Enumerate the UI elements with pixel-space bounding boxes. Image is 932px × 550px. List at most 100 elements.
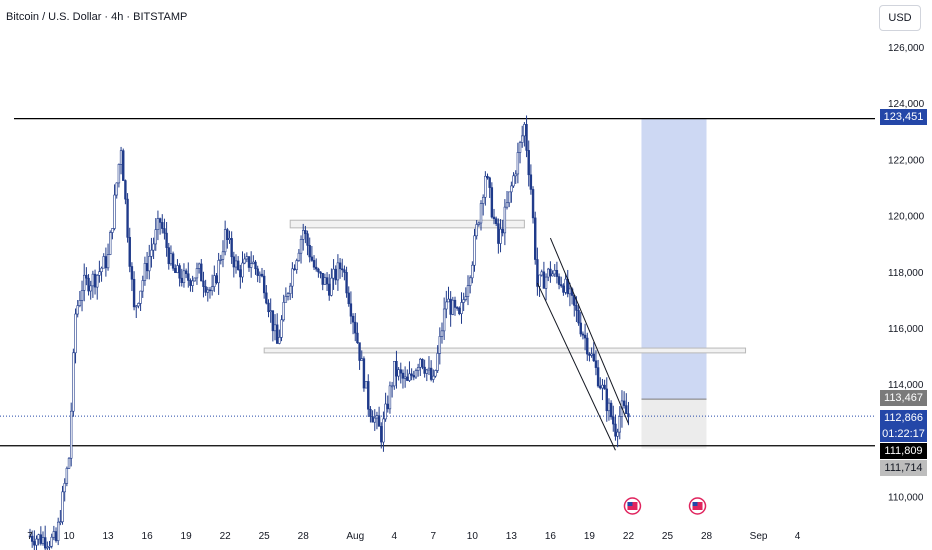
candle-body-70 (180, 277, 183, 283)
x-tick-label: Sep (750, 531, 768, 542)
candle-body-168 (393, 360, 396, 387)
candle-body-167 (390, 385, 394, 388)
candle-body-79 (200, 263, 203, 282)
candle-body-189 (438, 336, 442, 354)
candle-body-212 (488, 177, 491, 188)
candle-body-214 (492, 216, 496, 220)
candle-body-162 (380, 426, 383, 443)
candle-body-134 (319, 271, 322, 274)
y-tick-label: 118,000 (888, 268, 924, 279)
candle-body-227 (521, 135, 524, 143)
currency-button[interactable]: USD (879, 5, 921, 31)
candle-body-83 (208, 289, 212, 292)
candle-body-157 (369, 408, 372, 417)
candle-body-102 (249, 263, 253, 268)
candle-body-113 (273, 324, 277, 332)
y-tick-label: 110,000 (888, 493, 924, 504)
candle-body-143 (338, 262, 342, 270)
candle-body-88 (219, 259, 223, 261)
candle-body-50 (137, 303, 140, 307)
candle-body-275 (625, 405, 628, 414)
candle-body-125 (299, 239, 303, 254)
candle-body-117 (282, 302, 285, 321)
candle-body-150 (354, 321, 357, 334)
candle-body-97 (239, 269, 242, 278)
candle-body-114 (275, 324, 279, 344)
candle-body-27 (87, 277, 90, 292)
candle-body-262 (596, 367, 600, 387)
candle-body-224 (514, 173, 517, 177)
x-tick-label: 22 (623, 531, 635, 542)
candle-body-158 (371, 416, 374, 423)
candle-body-127 (304, 230, 307, 235)
x-tick-label: 25 (259, 531, 271, 542)
candle-body-20 (72, 352, 75, 412)
candle-body-226 (518, 142, 522, 153)
zone-box-2 (263, 347, 747, 354)
candle-body-121 (291, 268, 294, 287)
zones-layer (263, 118, 747, 449)
candle-body-65 (169, 253, 173, 265)
levels-layer (0, 118, 875, 447)
candle-body-42 (119, 150, 123, 165)
candle-body-56 (150, 249, 153, 257)
candle-body-170 (397, 369, 400, 377)
candle-body-276 (627, 413, 630, 418)
candle-body-95 (234, 260, 238, 268)
candle-body-66 (171, 253, 175, 269)
candle-body-268 (609, 402, 613, 418)
candle-body-96 (236, 260, 240, 270)
candle-body-90 (223, 229, 227, 253)
candle-body-36 (106, 254, 110, 269)
x-tick-label: 16 (545, 531, 557, 542)
candle-body-0 (28, 535, 32, 538)
candle-body-12 (54, 531, 58, 541)
candle-body-271 (616, 431, 619, 437)
candle-body-237 (542, 271, 546, 289)
candle-body-195 (451, 299, 455, 315)
candle-body-46 (128, 237, 131, 267)
candle-body-171 (399, 369, 402, 374)
candle-body-216 (497, 223, 500, 244)
candle-body-228 (523, 124, 526, 137)
candle-body-133 (317, 268, 320, 273)
candle-body-241 (551, 273, 554, 277)
candle-body-223 (512, 175, 515, 187)
candle-body-266 (605, 388, 608, 412)
candle-body-206 (475, 224, 478, 237)
candle-body-22 (76, 305, 79, 315)
x-tick-label: 10 (467, 531, 479, 542)
candle-body-35 (104, 256, 108, 269)
candle-body-44 (124, 180, 127, 200)
candle-body-239 (547, 268, 550, 278)
candle-body-119 (286, 293, 290, 297)
candle-body-31 (96, 274, 99, 288)
entry-price-badge: 113,467 (880, 390, 927, 406)
x-tick-label: 4 (795, 531, 801, 542)
candle-body-243 (555, 269, 559, 277)
candle-body-110 (267, 302, 270, 313)
candle-body-41 (117, 164, 121, 184)
candle-body-196 (453, 299, 457, 308)
candle-body-220 (505, 202, 509, 208)
candle-body-32 (98, 271, 101, 276)
candle-body-174 (406, 376, 409, 381)
candle-body-261 (594, 360, 598, 368)
candle-body-23 (78, 300, 82, 306)
candle-body-48 (132, 278, 136, 308)
candle-body-92 (228, 238, 231, 240)
candle-body-245 (560, 284, 563, 287)
candle-body-111 (269, 310, 272, 313)
candle-body-51 (139, 290, 142, 304)
candle-body-28 (89, 285, 92, 292)
candle-body-104 (254, 261, 257, 270)
candle-body-87 (217, 260, 220, 284)
candle-body-18 (67, 457, 71, 469)
candle-body-210 (484, 175, 487, 198)
zone-box-1 (289, 219, 525, 229)
candle-body-74 (189, 280, 192, 286)
candle-body-55 (148, 256, 151, 272)
candle-body-179 (416, 367, 420, 371)
candle-body-149 (351, 315, 355, 323)
